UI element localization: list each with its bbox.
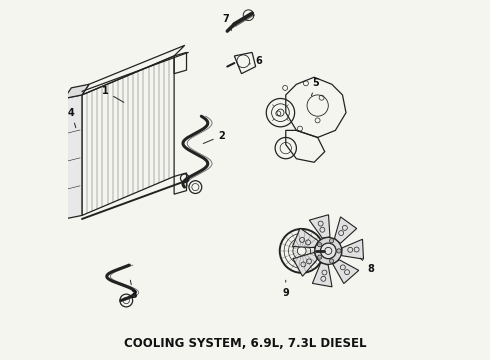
Text: 1: 1 (101, 86, 124, 102)
Circle shape (315, 238, 342, 264)
Polygon shape (342, 239, 364, 259)
Circle shape (318, 255, 322, 259)
Circle shape (318, 243, 322, 247)
Circle shape (329, 259, 334, 263)
Text: 6: 6 (249, 56, 263, 66)
Polygon shape (64, 95, 82, 219)
Polygon shape (313, 263, 332, 287)
Text: 7: 7 (222, 14, 232, 31)
Circle shape (337, 249, 341, 253)
Circle shape (329, 239, 334, 243)
Polygon shape (333, 260, 359, 284)
Polygon shape (293, 252, 317, 276)
Text: 2: 2 (203, 131, 225, 144)
Polygon shape (64, 84, 89, 99)
Polygon shape (335, 217, 357, 243)
Text: 3: 3 (130, 280, 137, 300)
Text: COOLING SYSTEM, 6.9L, 7.3L DIESEL: COOLING SYSTEM, 6.9L, 7.3L DIESEL (124, 337, 366, 350)
Polygon shape (309, 215, 330, 238)
Text: 9: 9 (282, 280, 289, 298)
Text: 4: 4 (68, 108, 76, 128)
Text: 5: 5 (312, 77, 319, 96)
Text: 8: 8 (360, 258, 374, 274)
Polygon shape (293, 228, 318, 248)
Circle shape (320, 243, 336, 259)
